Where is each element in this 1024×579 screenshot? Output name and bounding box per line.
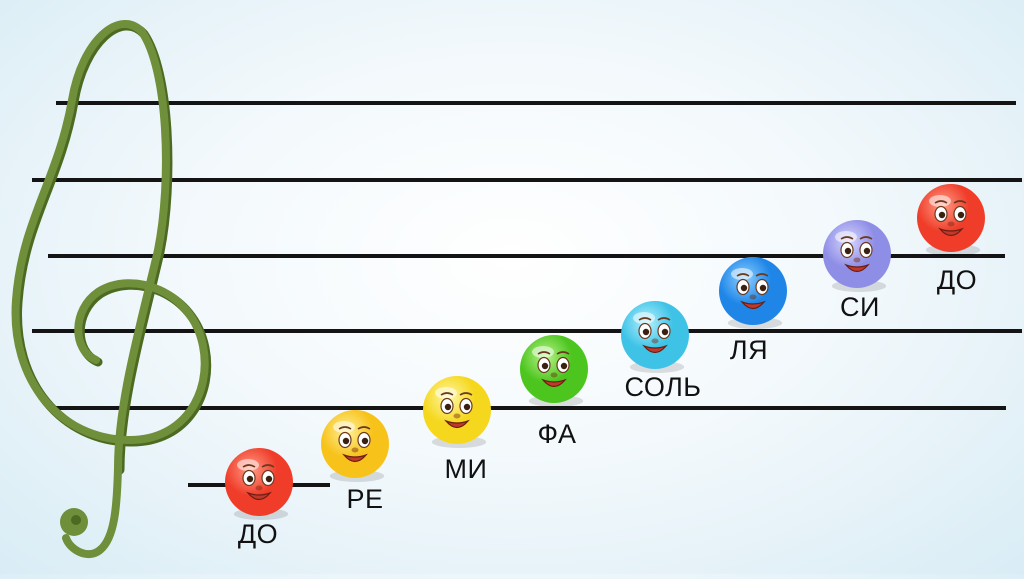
note-ball-do-low [225, 448, 293, 520]
note-ball-do-high [917, 184, 985, 256]
note-label-fa: ФА [537, 419, 577, 449]
note-label-re: РЕ [346, 484, 384, 514]
note-label-si: СИ [840, 292, 880, 322]
note-label-sol: СОЛЬ [624, 372, 702, 402]
note-ball-sol [621, 301, 689, 373]
note-ball-re [321, 410, 389, 482]
note-label-do-low: ДО [237, 519, 279, 549]
note-ball-si [823, 220, 891, 292]
note-ball-mi [423, 376, 491, 448]
treble-clef-icon [11, 20, 212, 559]
note-label-la: ЛЯ [729, 335, 769, 365]
note-ball-la [719, 257, 787, 329]
note-label-mi: МИ [444, 454, 488, 484]
note-ball-fa [520, 335, 588, 407]
note-label-do-high: ДО [936, 265, 978, 295]
notes-layer [225, 184, 985, 520]
